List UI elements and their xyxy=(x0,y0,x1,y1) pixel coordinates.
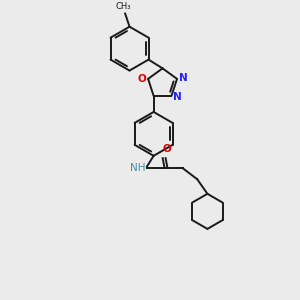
Text: O: O xyxy=(162,144,171,154)
Text: CH₃: CH₃ xyxy=(116,2,131,11)
Text: N: N xyxy=(179,73,188,83)
Text: NH: NH xyxy=(130,163,146,173)
Text: O: O xyxy=(138,74,146,84)
Text: N: N xyxy=(173,92,182,102)
